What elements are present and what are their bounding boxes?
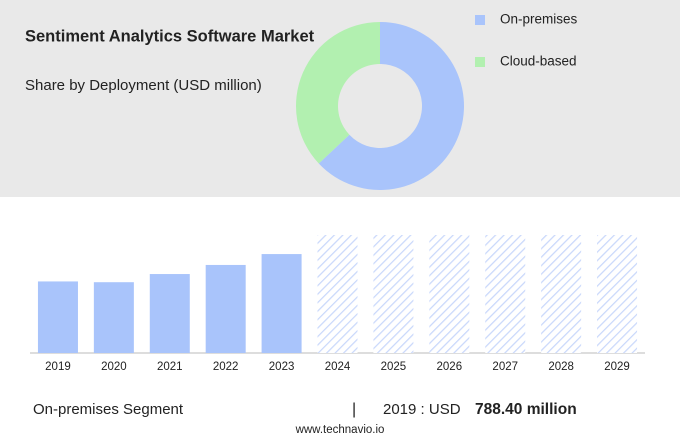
chart-subtitle: Share by Deployment (USD million)	[25, 77, 262, 94]
legend-label: On-premises	[500, 12, 578, 27]
x-tick-label: 2029	[604, 361, 630, 373]
forecast-placeholder	[485, 235, 526, 353]
x-tick-label: 2027	[492, 361, 518, 373]
x-tick-label: 2025	[381, 361, 407, 373]
footer-year: 2019 : USD	[383, 401, 461, 418]
bar	[37, 281, 78, 353]
x-tick-label: 2019	[45, 361, 71, 373]
donut-segment	[318, 22, 464, 190]
x-tick-label: 2022	[213, 361, 239, 373]
footer-segment: On-premises Segment	[33, 401, 184, 418]
legend-label: Cloud-based	[500, 54, 577, 69]
x-tick-label: 2026	[437, 361, 463, 373]
forecast-placeholder	[429, 235, 470, 353]
forecast-placeholder	[373, 235, 414, 353]
footer-source: www.technavio.io	[295, 424, 385, 436]
footer-value: 788.40 million	[475, 401, 577, 418]
x-tick-label: 2024	[325, 361, 351, 373]
donut-segment	[295, 22, 380, 164]
forecast-placeholder	[317, 235, 358, 353]
bar	[93, 282, 134, 353]
x-tick-label: 2023	[269, 361, 295, 373]
x-tick-label: 2021	[157, 361, 183, 373]
footer-separator: |	[352, 401, 356, 418]
x-tick-label: 2020	[101, 361, 127, 373]
x-tick-label: 2028	[548, 361, 574, 373]
forecast-placeholder	[541, 235, 582, 353]
bar	[149, 274, 190, 353]
legend-swatch	[475, 57, 485, 67]
forecast-placeholder	[597, 235, 638, 353]
bar	[205, 264, 246, 353]
bar	[261, 254, 302, 353]
chart-title: Sentiment Analytics Software Market	[25, 27, 315, 45]
legend-swatch	[475, 15, 485, 25]
